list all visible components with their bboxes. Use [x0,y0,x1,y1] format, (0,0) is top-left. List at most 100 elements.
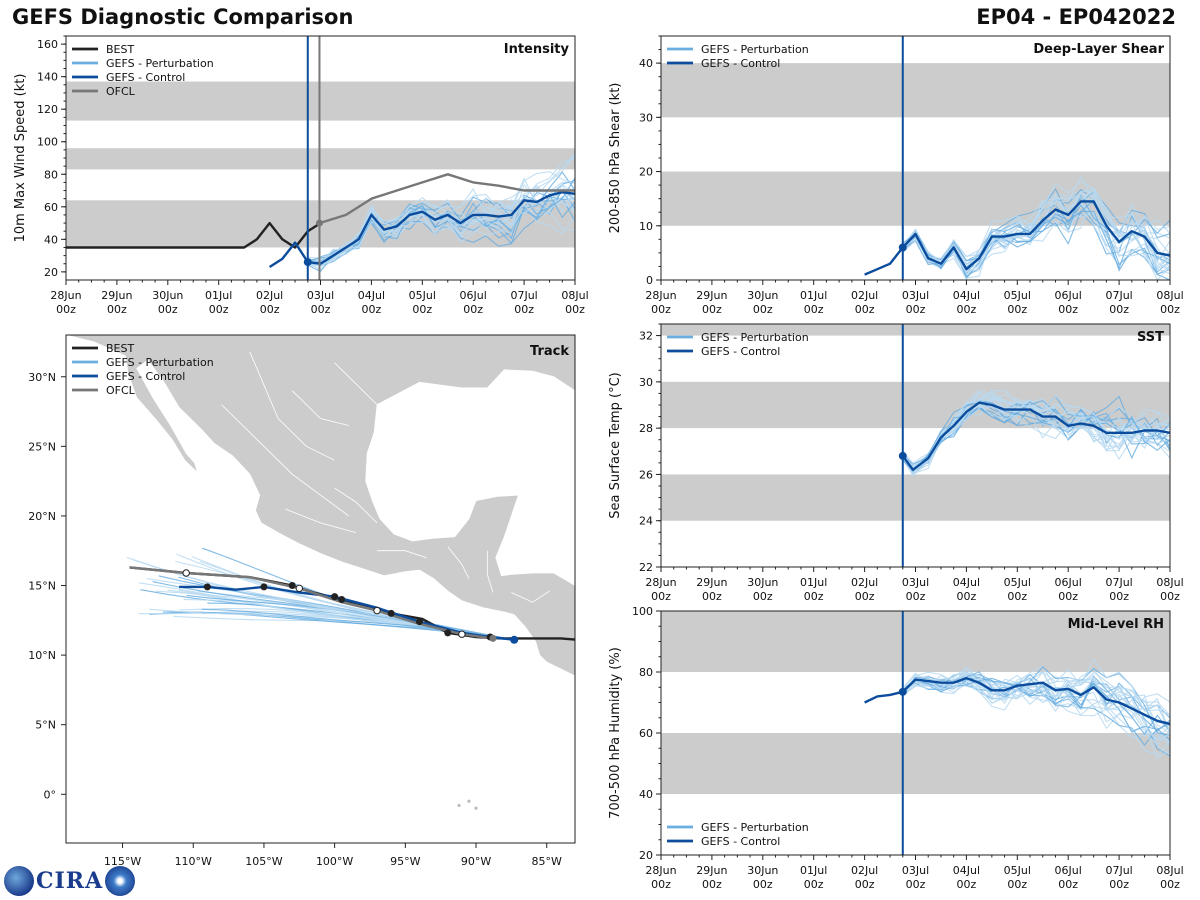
legend-label: GEFS - Perturbation [106,57,214,70]
perturbation-member-line [902,676,1171,733]
x-tick-label: 04Jul [953,289,980,302]
control-track-point [331,593,339,601]
gefs-control-line [864,200,1171,276]
x-tick-label: 00z [651,303,671,316]
legend-label: GEFS - Perturbation [106,356,214,369]
gefs-control-line [901,401,1171,471]
perturbation-member-line [902,673,1171,726]
state-border [249,351,335,461]
x-tick-label: 08Jul [561,289,588,302]
x-tick-label: 00z [957,303,977,316]
control-track-point [203,583,211,591]
state-border [291,390,349,426]
x-tick-label: 00z [651,590,671,603]
perturbation-member-line [902,665,1171,759]
x-tick-label: 00z [651,878,671,891]
y-tick-label: 30 [639,111,653,124]
x-tick-label: 28Jun [50,289,81,302]
x-tick-label: 05Jul [1004,576,1031,589]
ofcl-track-point [182,569,190,577]
shaded-band [66,81,575,121]
legend-label: GEFS - Control [701,835,780,848]
x-tick-label: 00z [412,303,432,316]
x-tick-label: 00z [855,878,875,891]
x-tick-label: 01Jul [205,289,232,302]
perturbation-member-line [902,395,1171,473]
best-track-point [338,595,346,603]
y-tick-label: 120 [37,103,58,116]
y-tick-label: 10°N [28,649,56,662]
ofcl-track-point [295,584,303,593]
state-border [221,404,350,517]
page-title: GEFS Diagnostic Comparison [12,5,354,29]
ofcl-line [319,173,575,225]
legend-label: GEFS - Perturbation [701,331,809,344]
y-tick-label: 10 [639,220,653,233]
legend-label: GEFS - Control [106,370,185,383]
x-tick-label: 00z [1160,303,1180,316]
control-init-point [898,687,907,696]
gefs-control-line [268,190,576,269]
intensity-panel: 2040608010012014016028Jun00z29Jun00z30Ju… [13,35,589,316]
legend-label: GEFS - Perturbation [701,43,809,56]
perturbation-member-line [307,171,576,266]
sst-panel: 22242628303228Jun00z29Jun00z30Jun00z01Ju… [608,323,1184,603]
x-tick-label: 05Jul [1004,864,1031,877]
x-tick-label: 06Jul [1055,289,1082,302]
x-tick-label: 07Jul [510,289,537,302]
y-tick-label: 25°N [28,440,56,453]
island [457,803,461,808]
state-border [511,590,550,603]
x-tick-label: 03Jul [902,576,929,589]
control-init-point [898,243,907,252]
x-tick-label: 03Jul [902,864,929,877]
y-tick-label: 20 [639,166,653,179]
ofcl-start-point [489,634,497,642]
x-tick-label: 00z [804,878,824,891]
x-tick-label: 00z [1058,303,1078,316]
x-tick-label: 04Jul [953,576,980,589]
cira-logo: CIRA [4,866,136,896]
perturbation-member-line [902,194,1171,273]
ofcl-init-point [315,219,323,227]
legend-label: GEFS - Control [701,57,780,70]
x-tick-label: 05Jul [409,289,436,302]
x-tick-label: 00z [1109,303,1129,316]
x-tick-label: 02Jul [851,576,878,589]
y-tick-label: 26 [639,468,653,481]
x-tick-label: 06Jul [460,289,487,302]
x-tick-label: 07Jul [1105,864,1132,877]
y-tick-label: 20 [44,266,58,279]
control-init-point [898,451,907,460]
x-tick-label: 100°W [316,855,353,868]
x-tick-label: 00z [1007,303,1027,316]
x-tick-label: 00z [56,303,76,316]
x-tick-label: 00z [565,303,585,316]
y-tick-label: 40 [639,57,653,70]
y-tick-label: 5°N [35,719,56,732]
legend-label: GEFS - Control [106,71,185,84]
x-tick-label: 01Jul [800,864,827,877]
y-tick-label: 24 [639,515,653,528]
x-tick-label: 01Jul [800,576,827,589]
storm-id: EP04 - EP042022 [976,5,1176,29]
shaded-band [66,148,575,170]
x-tick-label: 00z [957,590,977,603]
gefs-control-line [864,676,1171,726]
perturbation-member-line [902,668,1171,746]
y-tick-label: 30°N [28,371,56,384]
state-border [486,550,494,593]
x-tick-label: 00z [463,303,483,316]
y-tick-label: 0 [646,274,653,287]
x-tick-label: 05Jul [1004,289,1031,302]
legend-label: GEFS - Control [701,345,780,358]
x-tick-label: 29Jun [101,289,132,302]
x-tick-label: 04Jul [953,864,980,877]
x-tick-label: 02Jul [851,864,878,877]
panel-title: Deep-Layer Shear [1033,42,1164,57]
best-track-point [288,582,296,590]
legend-label: GEFS - Perturbation [701,821,809,834]
x-tick-label: 00z [753,303,773,316]
x-tick-label: 02Jul [256,289,283,302]
x-tick-label: 30Jun [152,289,183,302]
